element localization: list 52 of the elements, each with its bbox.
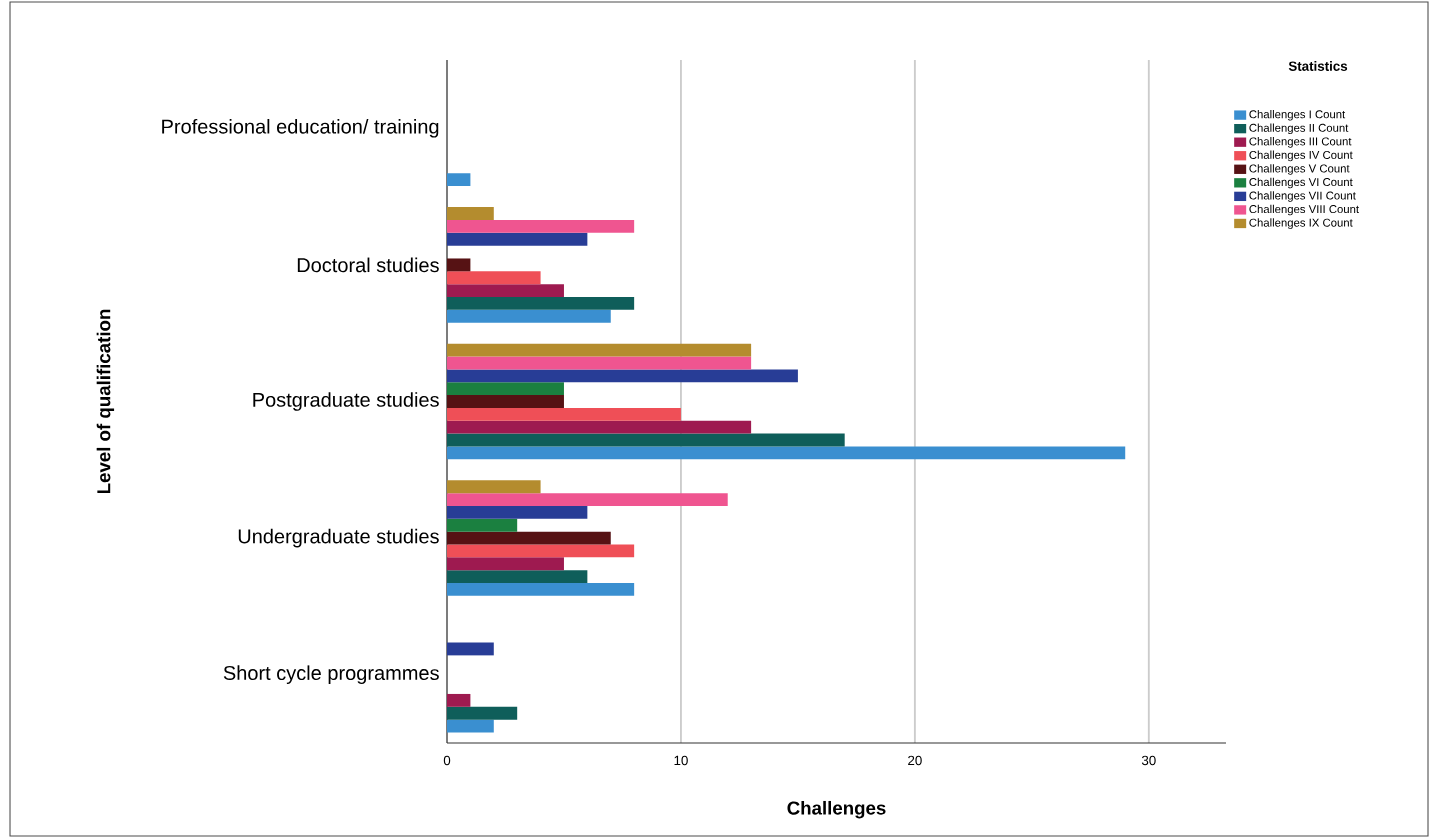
bar xyxy=(447,271,541,285)
bar xyxy=(447,296,635,310)
bar xyxy=(447,570,588,584)
y-tick-label: Professional education/ training xyxy=(162,118,439,138)
bar xyxy=(447,309,611,323)
bar xyxy=(447,382,564,396)
bar xyxy=(447,420,752,434)
y-axis-title: Level of qualification xyxy=(96,309,115,494)
bar xyxy=(447,356,752,370)
bar xyxy=(447,232,588,246)
legend-label: Challenges IV Count xyxy=(1249,150,1353,162)
bar xyxy=(447,693,471,707)
y-tick-label: Postgraduate studies xyxy=(253,392,439,411)
x-axis-title: Challenges xyxy=(787,800,886,819)
bar xyxy=(447,544,635,558)
legend-label: Challenges VII Count xyxy=(1249,191,1356,202)
legend-label: Challenges VIII Count xyxy=(1249,204,1359,216)
y-tick-label: Undergraduate studies xyxy=(238,528,439,548)
bar xyxy=(447,207,494,220)
bar xyxy=(447,505,588,519)
bar xyxy=(447,407,681,421)
bar xyxy=(447,583,635,596)
bar xyxy=(447,518,518,532)
bar xyxy=(447,343,752,357)
legend-label: Challenges V Count xyxy=(1249,164,1350,175)
bar xyxy=(447,642,494,656)
legend-title: Statistics xyxy=(1288,61,1348,71)
bar xyxy=(447,219,635,233)
legend-label: Challenges III Count xyxy=(1249,137,1352,148)
bar xyxy=(447,557,564,571)
bar xyxy=(447,719,494,733)
legend-label: Challenges IX Count xyxy=(1249,218,1353,229)
bar xyxy=(447,493,728,506)
bar xyxy=(447,446,1126,460)
bar xyxy=(447,284,564,297)
y-tick-label: Doctoral studies xyxy=(297,257,439,273)
legend-label: Challenges VI Count xyxy=(1249,177,1353,189)
bar xyxy=(447,173,471,187)
x-tick-label: 0 xyxy=(443,755,451,766)
x-tick-label: 30 xyxy=(1141,755,1156,766)
x-tick-label: 10 xyxy=(674,755,688,766)
bar xyxy=(447,369,798,383)
bar xyxy=(447,395,564,408)
bar xyxy=(447,258,471,272)
bar xyxy=(447,433,845,447)
x-tick-label: 20 xyxy=(908,755,922,766)
y-tick-label: Short cycle programmes xyxy=(223,665,439,684)
bar xyxy=(447,531,611,545)
bar xyxy=(447,480,541,494)
legend-label: Challenges II Count xyxy=(1249,123,1349,135)
legend-label: Challenges I Count xyxy=(1249,109,1346,121)
bar xyxy=(447,706,518,720)
